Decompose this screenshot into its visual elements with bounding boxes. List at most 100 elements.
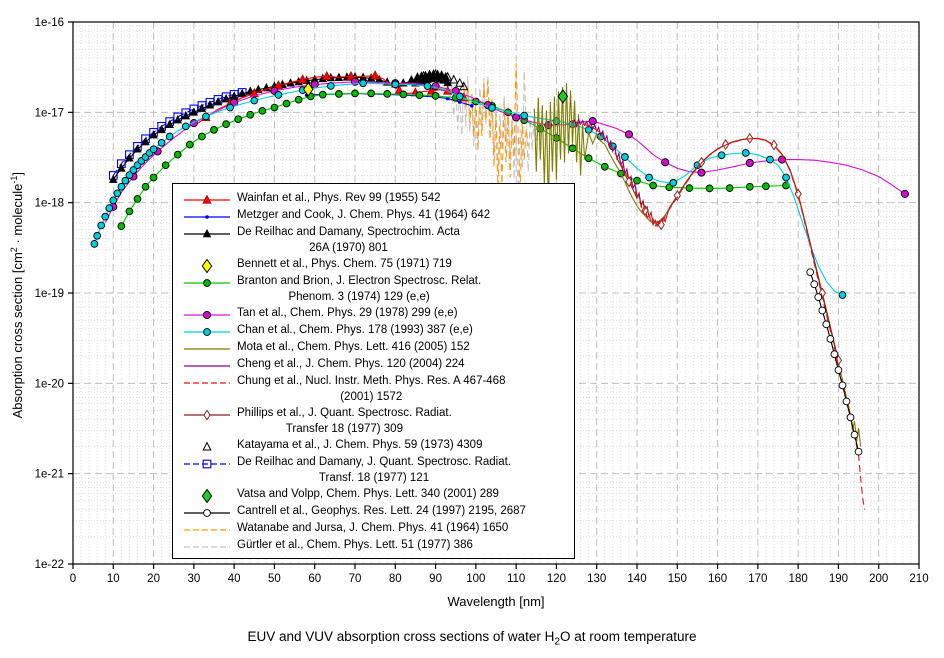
y-tick-label: 1e-17	[35, 107, 64, 119]
legend-item-chan-1993: Chan et al., Chem. Phys. 178 (1993) 387 …	[183, 322, 568, 339]
y-axis-label-sup-2: 2	[8, 247, 19, 253]
legend-marker-bennett-1971-icon	[201, 258, 213, 273]
x-tick-label: 40	[228, 573, 241, 585]
legend-item-watanabe-jursa-1964: Watanabe and Jursa, J. Chem. Phys. 41 (1…	[183, 520, 568, 537]
series-bennett-1971	[302, 81, 314, 97]
legend-item-cantrell-1997: Cantrell et al., Geophys. Res. Lett. 24 …	[183, 503, 568, 520]
legend-label: Chung et al., Nucl. Instr. Meth. Phys. R…	[237, 375, 506, 403]
legend-item-bennett-1971: Bennett et al., Phys. Chem. 75 (1971) 71…	[183, 256, 568, 273]
x-tick-label: 20	[147, 573, 160, 585]
y-axis-label-text2: · molecule	[10, 183, 26, 248]
chart-title: EUV and VUV absorption cross sections of…	[0, 629, 944, 648]
x-tick-label: 120	[547, 573, 566, 585]
x-tick-label: 50	[268, 573, 281, 585]
legend-label: Mota et al., Chem. Phys. Lett. 416 (2005…	[237, 341, 470, 353]
x-tick-label: 210	[909, 573, 928, 585]
legend-label: De Reilhac and Damany, J. Quant. Spectro…	[237, 456, 512, 484]
legend-marker-mota-2005-icon	[184, 348, 230, 350]
legend-label: Watanabe and Jursa, J. Chem. Phys. 41 (1…	[237, 522, 509, 534]
series-line-watanabe-jursa-1964	[463, 63, 529, 193]
x-tick-label: 90	[429, 573, 442, 585]
legend-label: Chan et al., Chem. Phys. 178 (1993) 387 …	[237, 324, 473, 336]
y-tick-label: 1e-19	[35, 288, 64, 300]
legend-label: Phillips et al., J. Quant. Spectrosc. Ra…	[237, 407, 452, 435]
legend-item-gurtler-1977: Gürtler et al., Chem. Phys. Lett. 51 (19…	[183, 537, 568, 554]
legend-label: Branton and Brion, J. Electron Spectrosc…	[237, 275, 482, 303]
y-axis-label-sup-minus1: -1	[8, 175, 19, 184]
legend-item-branton-brion-1974: Branton and Brion, J. Electron Spectrosc…	[183, 273, 568, 305]
chart-title-text2: O at room temperature	[559, 629, 697, 644]
legend-marker-branton-brion-1974-icon	[184, 279, 230, 287]
legend-label: Bennett et al., Phys. Chem. 75 (1971) 71…	[237, 258, 452, 270]
legend-marker-wainfan-1955-icon	[184, 194, 230, 204]
series-markers-cantrell-1997	[806, 268, 863, 456]
x-tick-label: 30	[187, 573, 200, 585]
series-line-tan-1978	[104, 81, 906, 223]
x-tick-label: 140	[627, 573, 646, 585]
x-tick-label: 160	[708, 573, 727, 585]
legend-item-cheng-2004: Cheng et al., J. Chem. Phys. 120 (2004) …	[183, 356, 568, 373]
x-tick-label: 130	[587, 573, 606, 585]
legend-item-phillips-1977: Phillips et al., J. Quant. Spectrosc. Ra…	[183, 405, 568, 437]
legend-marker-cheng-2004-icon	[184, 365, 230, 367]
legend-item-de-reilhac-damany-1977: De Reilhac and Damany, J. Quant. Spectro…	[183, 454, 568, 486]
y-tick-label: 1e-20	[35, 378, 64, 390]
legend-marker-watanabe-jursa-1964-icon	[184, 529, 230, 531]
legend-label: Gürtler et al., Chem. Phys. Lett. 51 (19…	[237, 539, 473, 551]
legend-marker-phillips-1977-icon	[184, 409, 230, 421]
axis-ticks	[68, 21, 920, 569]
legend-item-de-reilhac-damany-1970: De Reilhac and Damany, Spectrochim. Acta…	[183, 224, 568, 256]
x-tick-label: 100	[466, 573, 485, 585]
legend-item-metzger-cook-1964: Metzger and Cook, J. Chem. Phys. 41 (196…	[183, 207, 568, 224]
legend-marker-de-reilhac-damany-1977-icon	[184, 459, 230, 469]
legend-label: Wainfan et al., Phys. Rev 99 (1955) 542	[237, 192, 441, 204]
x-tick-label: 0	[70, 573, 76, 585]
x-tick-label: 190	[829, 573, 848, 585]
x-tick-label: 10	[107, 573, 120, 585]
legend-marker-katayama-1973-icon	[202, 441, 212, 451]
y-axis-label: Absorption cross section [cm2 · molecule…	[9, 150, 25, 440]
legend-item-vatsa-volpp-2001: Vatsa and Volpp, Chem. Phys. Lett. 340 (…	[183, 486, 568, 503]
x-tick-label: 170	[748, 573, 767, 585]
legend-label: Katayama et al., J. Chem. Phys. 59 (1973…	[237, 439, 483, 451]
x-tick-label: 200	[869, 573, 888, 585]
chart-title-subscript: 2	[554, 636, 560, 648]
x-tick-label: 60	[308, 573, 321, 585]
x-tick-label: 70	[349, 573, 362, 585]
legend-marker-chung-2001-icon	[184, 382, 230, 384]
legend-item-chung-2001: Chung et al., Nucl. Instr. Meth. Phys. R…	[183, 373, 568, 405]
legend-label: Tan et al., Chem. Phys. 29 (1978) 299 (e…	[237, 307, 458, 319]
legend-marker-tan-1978-icon	[184, 310, 230, 320]
legend-label: Cheng et al., J. Chem. Phys. 120 (2004) …	[237, 358, 465, 370]
legend-label: De Reilhac and Damany, Spectrochim. Acta…	[237, 226, 460, 254]
legend-label: Metzger and Cook, J. Chem. Phys. 41 (196…	[237, 209, 491, 221]
chart-title-text: EUV and VUV absorption cross sections of…	[247, 629, 555, 644]
legend-marker-vatsa-volpp-2001-icon	[201, 488, 213, 503]
legend: Wainfan et al., Phys. Rev 99 (1955) 542 M…	[172, 183, 575, 559]
legend-item-mota-2005: Mota et al., Chem. Phys. Lett. 416 (2005…	[183, 339, 568, 356]
y-axis-label-text: Absorption cross section [cm	[10, 252, 26, 419]
legend-label: Cantrell et al., Geophys. Res. Lett. 24 …	[237, 505, 526, 517]
y-tick-label: 1e-18	[35, 198, 64, 210]
legend-marker-gurtler-1977-icon	[184, 546, 230, 548]
series-chung-2001	[572, 120, 866, 510]
series-vatsa-volpp-2001	[557, 89, 569, 104]
legend-item-katayama-1973: Katayama et al., J. Chem. Phys. 59 (1973…	[183, 437, 568, 454]
legend-marker-de-reilhac-damany-1970-icon	[184, 228, 230, 238]
legend-marker-chan-1993-icon	[184, 328, 230, 336]
x-tick-label: 180	[789, 573, 808, 585]
series-line-chung-2001	[572, 120, 866, 510]
x-tick-label: 110	[507, 573, 525, 585]
x-axis-label: Wavelength [nm]	[447, 594, 545, 609]
series-cantrell-1997	[806, 268, 863, 456]
legend-marker-metzger-cook-1964-icon	[184, 215, 230, 219]
series-watanabe-jursa-1964	[463, 63, 529, 193]
y-tick-label: 1e-22	[35, 559, 64, 571]
tick-labels: 0 10 20 30 40 50 60 70 80 90 100 110 120 130 140 150 160…	[35, 17, 929, 585]
series-markers-chan-1993	[90, 79, 847, 299]
y-axis-label-text3: ]	[10, 171, 26, 176]
legend-item-tan-1978: Tan et al., Chem. Phys. 29 (1978) 299 (e…	[183, 305, 568, 322]
x-tick-label: 80	[389, 573, 402, 585]
y-tick-label: 1e-21	[35, 469, 64, 481]
